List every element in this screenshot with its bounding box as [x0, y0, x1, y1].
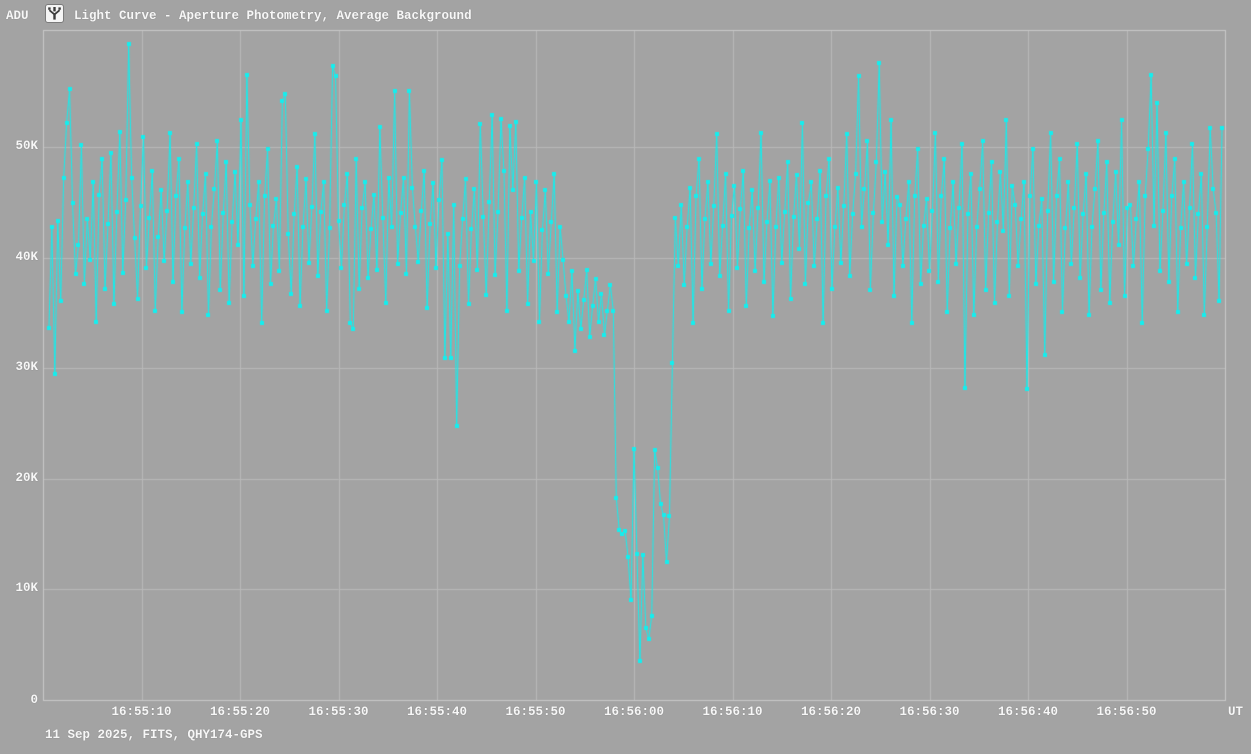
- y-axis-unit-label: ADU: [6, 9, 29, 23]
- observation-info-footer: 11 Sep 2025, FITS, QHY174-GPS: [45, 728, 263, 742]
- y-tick-label: 30K: [15, 360, 38, 375]
- x-tick-label: 16:55:50: [505, 705, 566, 719]
- x-tick-label: 16:55:40: [406, 705, 468, 719]
- x-tick-label: 16:56:10: [702, 705, 763, 719]
- x-tick-label: 16:55:30: [308, 705, 369, 719]
- x-tick-label: 16:56:30: [899, 705, 960, 719]
- x-axis-unit-label: UT: [1228, 705, 1244, 719]
- x-tick-label: 16:56:50: [1096, 705, 1157, 719]
- y-axis-origin-label: 0: [30, 693, 38, 707]
- y-tick-label: 50K: [15, 139, 38, 153]
- chart-title: Light Curve - Aperture Photometry, Avera…: [74, 9, 472, 23]
- x-tick-label: 16:56:00: [603, 705, 665, 719]
- x-tick-label: 16:56:20: [800, 705, 862, 719]
- y-tick-label: 40K: [15, 249, 38, 264]
- x-tick-label: 16:55:10: [111, 705, 172, 719]
- tangra-app-icon: [45, 4, 64, 23]
- y-tick-label: 20K: [15, 470, 38, 485]
- y-tick-label: 10K: [15, 581, 38, 596]
- x-tick-label: 16:56:40: [997, 705, 1059, 719]
- x-tick-label: 16:55:20: [209, 705, 271, 719]
